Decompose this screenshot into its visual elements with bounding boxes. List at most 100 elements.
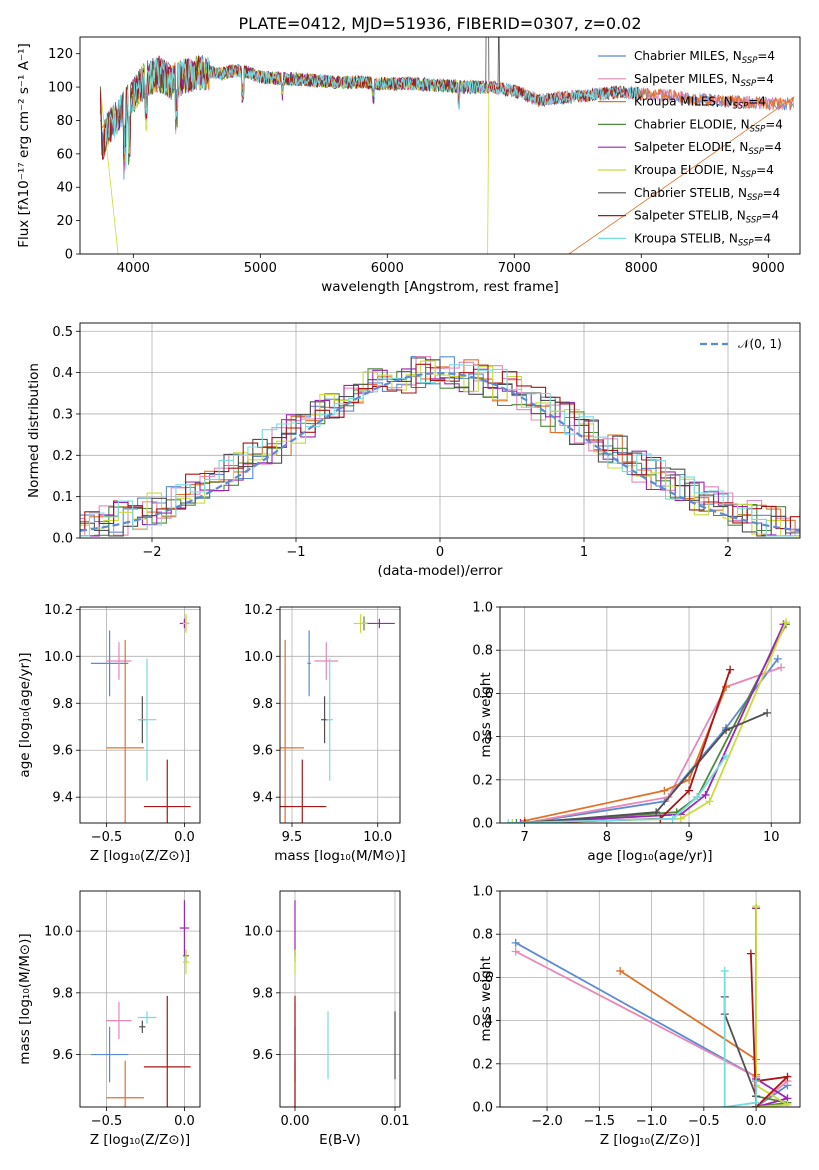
y-tick-label: 0.2	[472, 773, 493, 788]
weight-marker	[720, 966, 729, 975]
x-tick-label: 2	[724, 545, 732, 560]
figure-title: PLATE=0412, MJD=51936, FIBERID=0307, z=0…	[238, 14, 641, 33]
weight-marker	[777, 663, 786, 672]
weight-marker	[660, 786, 669, 795]
y-tick-label: 0.1	[52, 490, 73, 505]
weight-marker	[516, 819, 525, 823]
x-axis-label: wavelength [Angstrom, rest frame]	[321, 279, 559, 295]
y-tick-label: 0.0	[472, 817, 493, 832]
legend-suffix: =4	[764, 140, 782, 154]
legend-suffix: =4	[765, 117, 783, 131]
weight-line	[755, 906, 791, 1107]
y-tick-label: 10.0	[244, 650, 273, 665]
legend-label: Salpeter ELODIE, N	[634, 140, 748, 154]
legend-sub: SSP	[742, 56, 758, 66]
x-axis-label: E(B-V)	[319, 1132, 361, 1148]
residuals-frame	[79, 322, 801, 539]
y-tick-label: 1.0	[472, 601, 493, 616]
y-tick-label: 10.0	[44, 925, 73, 940]
y-tick-label: 9.4	[252, 791, 273, 806]
x-tick-label: 6000	[371, 261, 404, 276]
x-tick-label: −0.5	[688, 1114, 720, 1129]
y-tick-label: 0.6	[472, 971, 493, 986]
x-tick-label: 0.01	[381, 1114, 410, 1129]
histogram-salpeter-stelib	[80, 363, 800, 531]
weight-line	[524, 686, 727, 822]
mass_vs_Z-axes	[76, 891, 200, 1111]
age_vs_Z-points	[90, 614, 191, 823]
legend-entry: Salpeter STELIB, NSSP=4	[634, 209, 779, 226]
legend-label: Kroupa STELIB, N	[634, 231, 738, 245]
weight-marker	[720, 1103, 729, 1107]
weight-marker	[512, 819, 521, 823]
x-tick-label: 9	[685, 830, 693, 845]
y-tick-label: 9.6	[52, 1048, 73, 1063]
y-tick-label: 0.8	[472, 928, 493, 943]
mass_vs_EBV-frame	[279, 890, 401, 1108]
weight-marker	[668, 814, 677, 823]
legend-entry: Kroupa ELODIE, NSSP=4	[634, 163, 774, 180]
y-tick-label: 9.8	[52, 697, 73, 712]
weight-line	[750, 953, 791, 1107]
weight_vs_age-frame	[499, 606, 801, 824]
y-tick-label: 0.0	[52, 532, 73, 547]
weight-marker	[722, 752, 731, 761]
spectrum-series	[99, 37, 795, 254]
legend-suffix: =4	[756, 72, 774, 86]
normal-curve	[80, 371, 800, 532]
x-axis-label: (data-model)/error	[377, 563, 503, 579]
legend-sub: SSP	[738, 238, 754, 248]
weight_vs_age-series	[504, 618, 791, 823]
x-tick-label: 10.0	[363, 830, 392, 845]
x-tick-label: 4000	[117, 261, 150, 276]
weight-marker	[783, 1072, 792, 1081]
legend-label: Salpeter STELIB, N	[634, 209, 746, 223]
x-axis-label: Z [log₁₀(Z/Z⊙)]	[600, 1132, 700, 1148]
histogram-salpeter-elodie	[80, 368, 800, 537]
x-tick-label: −1.0	[636, 1114, 668, 1129]
y-tick-label: 40	[56, 181, 73, 196]
legend-label: Kroupa ELODIE, N	[634, 163, 741, 177]
mass_vs_Z-points	[90, 900, 191, 1107]
x-axis-label: Z [log₁₀(Z/Z⊙)]	[90, 1132, 190, 1148]
y-tick-label: 10.2	[244, 603, 273, 618]
weight-marker	[782, 618, 791, 627]
legend-sub: SSP	[741, 170, 757, 180]
x-tick-label: 0.0	[174, 830, 195, 845]
y-tick-label: 10.0	[44, 650, 73, 665]
x-tick-label: −2	[142, 545, 161, 560]
x-tick-label: 10	[763, 830, 780, 845]
weight-line	[723, 970, 757, 1107]
x-tick-label: 9000	[752, 261, 785, 276]
weight-marker	[693, 793, 702, 802]
y-tick-label: 0.4	[52, 366, 73, 381]
y-tick-label: 80	[56, 114, 73, 129]
weight-marker	[722, 726, 731, 735]
mass_vs_Z-frame	[79, 890, 201, 1108]
age_vs_mass-frame	[279, 606, 401, 824]
weight-marker	[511, 947, 520, 956]
y-tick-label: 0.4	[472, 1014, 493, 1029]
y-axis-label: Normed distribution	[26, 363, 42, 498]
y-tick-label: 0.2	[52, 449, 73, 464]
legend-sub: SSP	[750, 124, 766, 134]
legend-entry: Chabrier ELODIE, NSSP=4	[634, 117, 783, 134]
legend-suffix: =4	[757, 49, 775, 63]
x-tick-label: −1.5	[584, 1114, 616, 1129]
x-tick-label: 8	[603, 830, 611, 845]
y-tick-label: 10.0	[244, 925, 273, 940]
y-tick-label: 120	[48, 47, 73, 62]
x-axis-label: age [log₁₀(age/yr)]	[587, 848, 712, 864]
age_vs_mass-points	[280, 614, 395, 823]
y-tick-label: 0.6	[472, 687, 493, 702]
y-axis-label: Flux [fλ10⁻¹⁷ erg cm⁻² s⁻¹ A⁻¹]	[16, 43, 32, 248]
weight-marker	[726, 665, 735, 674]
legend-suffix: =4	[763, 186, 781, 200]
spectrum-axes	[76, 53, 769, 258]
age_vs_Z-axes	[76, 607, 200, 827]
weight-marker	[511, 938, 520, 947]
normal-legend-label: 𝒩(0, 1)	[738, 337, 782, 351]
weight-marker	[752, 1077, 761, 1086]
histogram-kroupa-elodie	[80, 360, 800, 537]
